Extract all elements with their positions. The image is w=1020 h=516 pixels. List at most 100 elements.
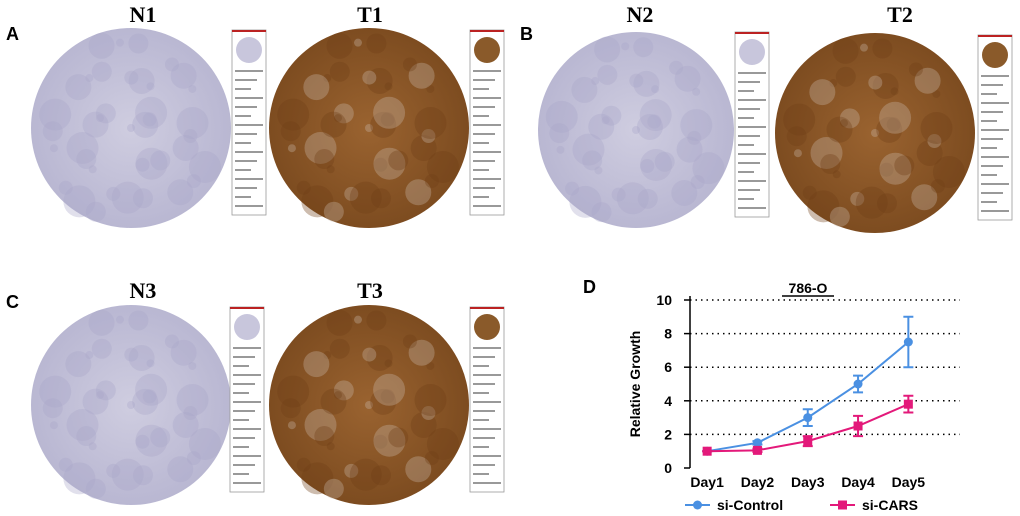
info-line (738, 72, 766, 74)
info-line (981, 138, 1003, 140)
tissue-texture (879, 162, 894, 177)
y-tick-label: 4 (664, 393, 672, 409)
tissue-texture (388, 150, 409, 171)
info-line (981, 147, 997, 149)
info-line (473, 446, 489, 448)
tissue-core (31, 305, 231, 505)
tissue-texture (164, 334, 179, 349)
tissue-texture (571, 76, 598, 103)
tissue-texture (807, 190, 840, 223)
info-line (473, 482, 501, 484)
info-line (473, 455, 501, 457)
info-line (473, 142, 489, 144)
tissue-texture (95, 380, 116, 401)
tissue-texture (323, 201, 344, 222)
panel-label: D (583, 277, 596, 297)
tissue-texture (786, 126, 807, 147)
tissue-texture (421, 406, 436, 421)
tissue-texture (65, 351, 92, 378)
info-line (235, 88, 251, 90)
tissue-texture (39, 375, 72, 408)
tissue-texture (868, 75, 883, 90)
thumbnail (474, 314, 500, 340)
tissue-texture (329, 61, 350, 82)
info-line (235, 124, 263, 126)
y-axis-label: Relative Growth (627, 331, 643, 438)
tissue-texture (172, 134, 199, 161)
tissue-texture (876, 193, 897, 214)
tissue-texture (640, 158, 655, 173)
info-line (233, 419, 249, 421)
tissue-texture (320, 111, 347, 138)
tissue-texture (687, 130, 702, 145)
tissue-texture (323, 74, 332, 83)
tissue-texture (426, 84, 435, 93)
info-line (233, 401, 261, 403)
tissue-texture (640, 149, 673, 182)
tissue-texture (421, 129, 436, 144)
x-tick-label: Day1 (690, 474, 724, 490)
tissue-texture (82, 388, 109, 415)
tissue-texture (565, 181, 580, 196)
info-line (473, 419, 489, 421)
tissue-texture (362, 70, 377, 85)
tissue-texture (380, 389, 395, 404)
info-line (738, 189, 760, 191)
point (903, 399, 913, 409)
tissue-texture (150, 150, 171, 171)
info-line (235, 187, 257, 189)
info-line (981, 183, 1009, 185)
tissue-texture (280, 398, 301, 419)
point (903, 337, 913, 347)
tissue-texture (365, 401, 373, 409)
tissue-texture (839, 108, 860, 129)
info-line (473, 151, 501, 153)
tissue-texture (167, 456, 194, 483)
legend-label: si-Control (717, 497, 783, 513)
info-line (473, 473, 489, 475)
image-title: N2 (627, 2, 654, 27)
image-title: T3 (357, 278, 383, 303)
tissue-texture (829, 79, 838, 88)
info-line (233, 464, 255, 466)
tissue-texture (303, 351, 330, 378)
tissue-texture (932, 155, 965, 188)
tissue-texture (39, 98, 72, 131)
panel-label: A (6, 24, 19, 44)
tissue-texture (569, 185, 602, 218)
tissue-texture (334, 391, 343, 400)
tissue-texture (167, 179, 194, 206)
tissue-texture (611, 187, 626, 202)
tissue-texture (366, 310, 387, 331)
tissue-texture (384, 359, 393, 368)
tissue-texture (128, 67, 155, 94)
tissue-texture (296, 180, 311, 195)
tissue-texture (66, 131, 99, 164)
tissue-texture (601, 105, 622, 126)
info-line (738, 207, 766, 209)
info-line (235, 97, 263, 99)
tissue-texture (301, 462, 334, 495)
image-title: T1 (357, 2, 383, 27)
info-line (981, 201, 997, 203)
info-line (981, 102, 1009, 104)
y-tick-label: 2 (664, 426, 672, 442)
y-tick-label: 8 (664, 326, 672, 342)
tissue-texture (621, 42, 630, 51)
x-tick-label: Day2 (741, 474, 775, 490)
info-line (738, 117, 754, 119)
info-line (235, 142, 251, 144)
tissue-texture (365, 124, 373, 132)
info-card-header (470, 30, 504, 32)
tissue-texture (911, 184, 938, 211)
info-line (233, 473, 249, 475)
tissue-texture (373, 157, 388, 172)
info-card-header (230, 307, 264, 309)
info-line (235, 160, 257, 162)
tissue-texture (894, 155, 915, 176)
tissue-texture (680, 109, 713, 142)
tissue-texture (132, 465, 153, 486)
info-line (473, 79, 495, 81)
info-line (473, 365, 489, 367)
tissue-texture (370, 188, 391, 209)
